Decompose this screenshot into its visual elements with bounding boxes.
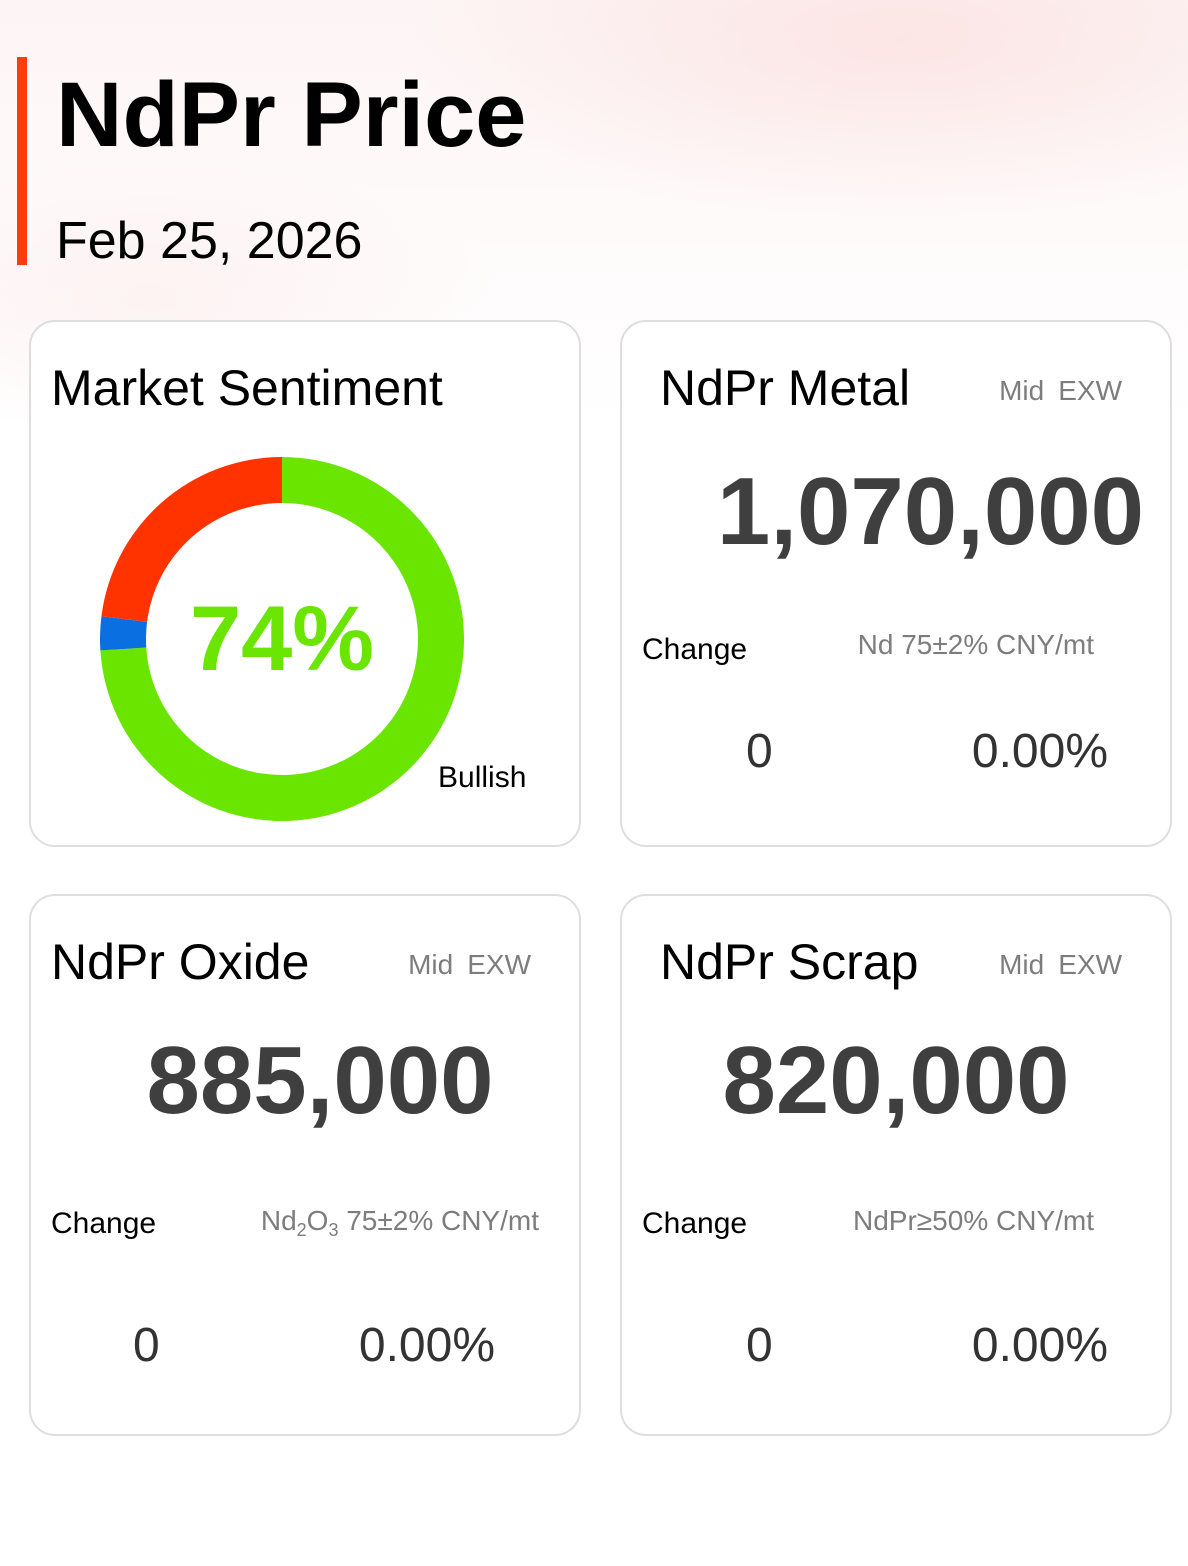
- donut-slice-bearish: [101, 457, 283, 622]
- mid-label: Mid: [999, 949, 1045, 980]
- ndpr-scrap-price: 820,000: [722, 1027, 1070, 1134]
- sentiment-label: Bullish: [438, 761, 527, 794]
- ndpr-metal-title: NdPr Metal: [660, 360, 911, 416]
- change-percent: 0.00%: [971, 1319, 1108, 1372]
- market-sentiment-card: Market Sentiment 74% Bullish: [29, 320, 581, 847]
- change-absolute: 0: [746, 1319, 773, 1372]
- ndpr-oxide-price: 885,000: [146, 1027, 494, 1134]
- price-basis: Mid EXW: [999, 374, 1122, 408]
- product-spec: Nd2O3 75±2% CNY/mt: [260, 1205, 539, 1240]
- mid-label: Mid: [999, 375, 1045, 406]
- sentiment-donut-chart: 74%: [99, 456, 465, 822]
- page-date: Feb 25, 2026: [56, 212, 363, 270]
- donut-slice-neutral: [100, 616, 148, 651]
- ndpr-oxide-card: NdPr Oxide Mid EXW 885,000 Change Nd2O3 7…: [29, 894, 581, 1436]
- change-label: Change: [642, 1207, 748, 1240]
- ndpr-oxide-title: NdPr Oxide: [51, 934, 310, 990]
- page-title: NdPr Price: [56, 64, 527, 166]
- ndpr-metal-price: 1,070,000: [716, 458, 1144, 565]
- ndpr-metal-card: NdPr Metal Mid EXW 1,070,000 Change Nd 75…: [620, 320, 1172, 847]
- price-basis: Mid EXW: [408, 948, 531, 982]
- sentiment-donut-svg: [100, 457, 465, 821]
- sentiment-percent: 74%: [189, 588, 375, 690]
- change-label: Change: [51, 1207, 157, 1240]
- change-label: Change: [642, 633, 748, 666]
- ndpr-scrap-card: NdPr Scrap Mid EXW 820,000 Change NdPr≥50…: [620, 894, 1172, 1436]
- mid-label: Mid: [408, 949, 454, 980]
- market-sentiment-title: Market Sentiment: [51, 360, 443, 416]
- exw-label: EXW: [1058, 949, 1122, 980]
- price-basis: Mid EXW: [999, 948, 1122, 982]
- product-spec: Nd 75±2% CNY/mt: [857, 629, 1094, 660]
- exw-label: EXW: [1058, 375, 1122, 406]
- change-absolute: 0: [133, 1319, 160, 1372]
- exw-label: EXW: [467, 949, 531, 980]
- change-percent: 0.00%: [358, 1319, 495, 1372]
- product-spec: NdPr≥50% CNY/mt: [853, 1205, 1094, 1236]
- change-percent: 0.00%: [971, 725, 1108, 778]
- title-accent-bar: [17, 57, 27, 265]
- change-absolute: 0: [746, 725, 773, 778]
- ndpr-scrap-title: NdPr Scrap: [660, 934, 919, 990]
